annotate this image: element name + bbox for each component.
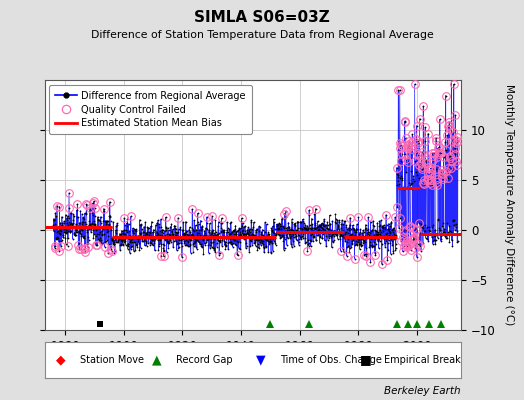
Legend: Difference from Regional Average, Quality Control Failed, Estimated Station Mean: Difference from Regional Average, Qualit… bbox=[49, 85, 252, 134]
Y-axis label: Monthly Temperature Anomaly Difference (°C): Monthly Temperature Anomaly Difference (… bbox=[504, 84, 514, 326]
Text: Station Move: Station Move bbox=[80, 355, 144, 365]
Text: SIMLA S06=03Z: SIMLA S06=03Z bbox=[194, 10, 330, 26]
Text: Berkeley Earth: Berkeley Earth bbox=[385, 386, 461, 396]
Text: Time of Obs. Change: Time of Obs. Change bbox=[280, 355, 382, 365]
Text: ■: ■ bbox=[359, 354, 371, 366]
Text: ◆: ◆ bbox=[57, 354, 66, 366]
Text: ▼: ▼ bbox=[256, 354, 266, 366]
Text: Difference of Station Temperature Data from Regional Average: Difference of Station Temperature Data f… bbox=[91, 30, 433, 40]
Text: Record Gap: Record Gap bbox=[176, 355, 232, 365]
Text: ▲: ▲ bbox=[152, 354, 162, 366]
Text: Empirical Break: Empirical Break bbox=[384, 355, 461, 365]
